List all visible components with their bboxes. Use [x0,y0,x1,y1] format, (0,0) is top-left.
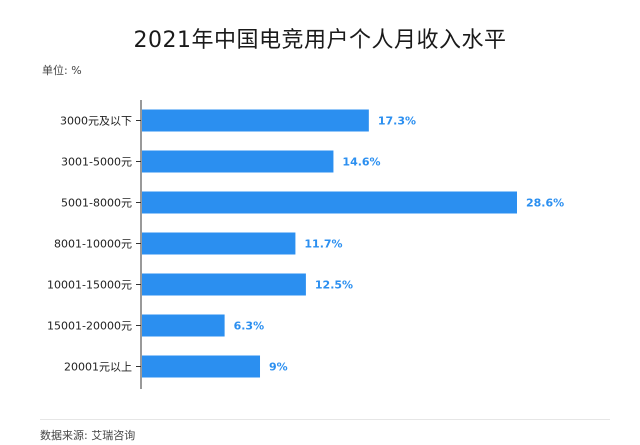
category-label: 15001-20000元 [47,320,132,333]
category-label: 8001-10000元 [54,238,132,251]
data-label: 14.6% [342,156,380,169]
bar [142,273,306,296]
chart-title: 2021年中国电竞用户个人月收入水平 [133,28,507,53]
category-label: 3001-5000元 [61,156,132,169]
bar [142,314,225,337]
data-label: 28.6% [526,197,564,210]
data-label: 17.3% [378,115,416,128]
data-label: 11.7% [304,238,342,251]
category-label: 20001元以上 [64,361,132,374]
data-label: 6.3% [234,320,265,333]
bar [142,232,296,255]
category-label: 5001-8000元 [61,197,132,210]
source-label: 数据来源: 艾瑞咨询 [40,429,136,442]
category-label: 10001-15000元 [47,279,132,292]
category-label: 3000元及以下 [60,115,132,128]
bar [142,109,369,132]
data-label: 12.5% [315,279,353,292]
data-label: 9% [269,361,288,374]
footer-divider [40,419,610,420]
bar [142,355,261,378]
bar [142,191,517,214]
bar [142,150,334,173]
unit-label: 单位: % [42,64,82,77]
